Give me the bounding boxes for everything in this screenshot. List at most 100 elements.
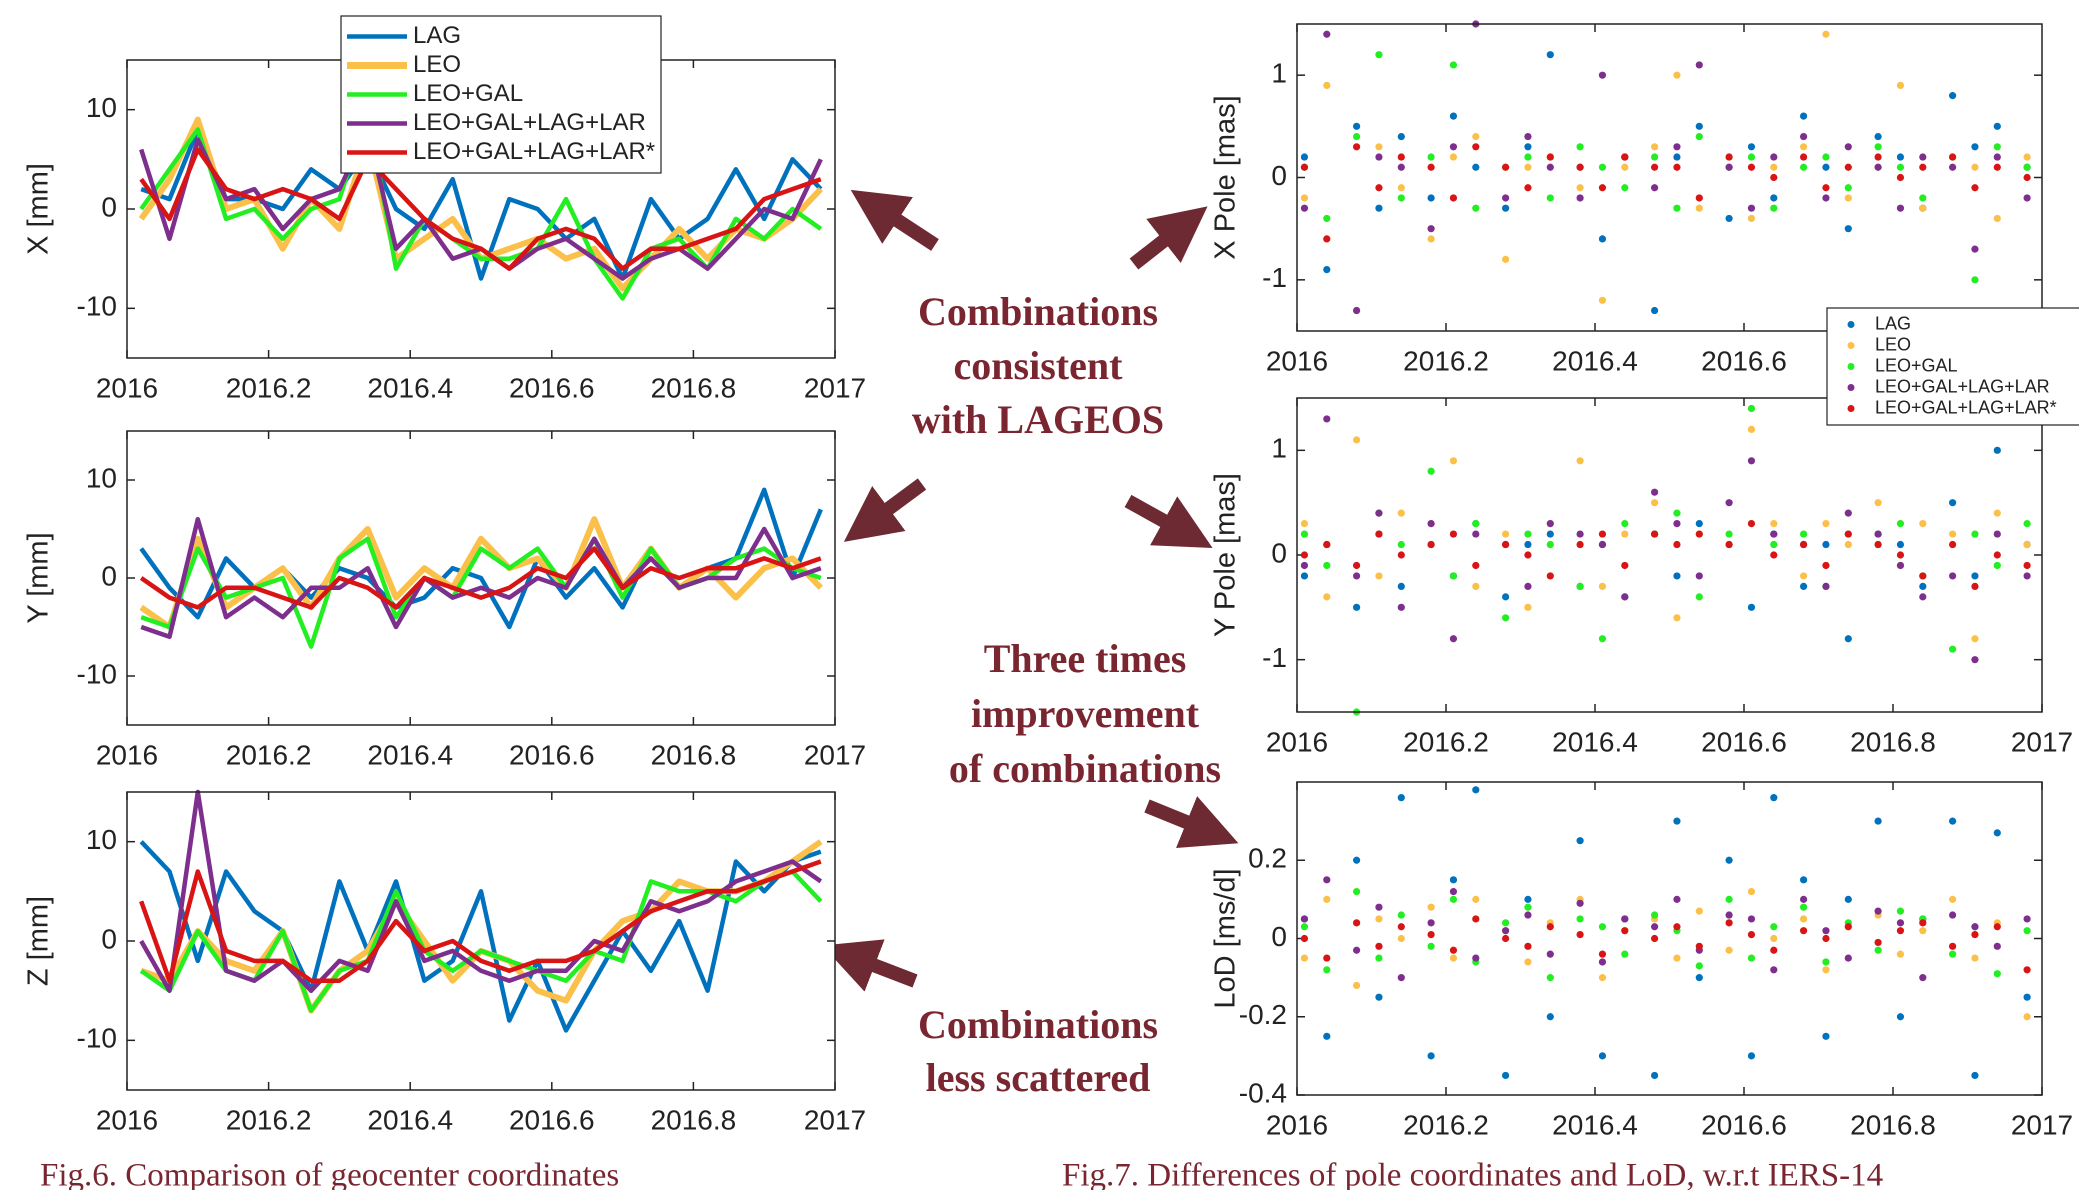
point bbox=[1971, 530, 1979, 538]
x-tick-label: 2016.4 bbox=[367, 372, 453, 403]
x-tick-label: 2016.2 bbox=[1403, 726, 1489, 757]
point bbox=[1576, 540, 1584, 549]
series-line bbox=[139, 147, 822, 271]
point bbox=[1800, 540, 1808, 549]
point bbox=[1949, 92, 1957, 100]
point bbox=[1800, 112, 1808, 120]
point bbox=[1971, 930, 1979, 939]
point bbox=[1397, 509, 1405, 517]
chart: -1 0 1 2016 2016.2 2016.4 2016.6 X Pole [mas] bbox=[1210, 20, 2043, 376]
point bbox=[1427, 919, 1435, 927]
point bbox=[1323, 81, 1331, 89]
point bbox=[1397, 551, 1405, 559]
point bbox=[1770, 173, 1778, 182]
x-tick-label: 2016.2 bbox=[1403, 345, 1489, 376]
point bbox=[1397, 153, 1405, 161]
point bbox=[1427, 930, 1435, 939]
point bbox=[1300, 204, 1309, 212]
point bbox=[1725, 946, 1733, 954]
y-tick-label: -1 bbox=[1262, 262, 1287, 293]
point bbox=[1896, 950, 1905, 958]
point bbox=[1747, 204, 1756, 212]
point bbox=[1576, 184, 1584, 192]
point bbox=[1300, 520, 1309, 528]
point bbox=[1874, 540, 1882, 549]
point bbox=[1844, 143, 1852, 151]
point bbox=[1502, 593, 1510, 601]
legend-label: LEO+GAL+LAG+LAR* bbox=[1875, 397, 2057, 417]
legend-label: LEO+GAL+LAG+LAR bbox=[413, 109, 646, 136]
annotation: Combinations bbox=[918, 289, 1158, 334]
x-tick-label: 2016 bbox=[96, 1104, 158, 1135]
point bbox=[1971, 163, 1979, 171]
plot-area bbox=[1297, 398, 2042, 712]
annotation: Combinations bbox=[918, 1002, 1158, 1047]
point bbox=[1576, 163, 1584, 171]
point bbox=[1546, 572, 1554, 580]
point bbox=[1874, 817, 1882, 825]
point bbox=[1725, 895, 1733, 903]
point bbox=[1822, 30, 1830, 38]
point bbox=[1919, 927, 1927, 935]
point bbox=[1949, 163, 1957, 171]
point bbox=[1993, 530, 2001, 538]
point bbox=[1971, 954, 1979, 962]
point bbox=[1323, 235, 1331, 243]
point bbox=[1993, 509, 2001, 517]
point bbox=[1353, 143, 1361, 151]
point bbox=[1673, 895, 1681, 903]
point bbox=[1747, 457, 1756, 465]
point bbox=[1300, 954, 1309, 962]
y-tick-label: 0 bbox=[1271, 537, 1287, 568]
point bbox=[1993, 923, 2001, 931]
point bbox=[2023, 163, 2031, 171]
point bbox=[1576, 837, 1584, 845]
point bbox=[1725, 153, 1733, 161]
y-axis-label: LoD [ms/d] bbox=[1210, 868, 1242, 1008]
point bbox=[1919, 163, 1927, 171]
point bbox=[1598, 296, 1607, 304]
point bbox=[1971, 184, 1979, 192]
point bbox=[1770, 194, 1778, 202]
point bbox=[1576, 143, 1584, 151]
point bbox=[1621, 915, 1629, 923]
point bbox=[1621, 950, 1629, 958]
point bbox=[2023, 173, 2031, 182]
legend: LAGLEOLEO+GALLEO+GAL+LAG+LARLEO+GAL+LAG+… bbox=[1826, 307, 2079, 426]
point bbox=[1673, 204, 1681, 212]
point bbox=[1353, 603, 1361, 611]
point bbox=[1695, 593, 1703, 601]
point bbox=[2023, 194, 2031, 202]
point bbox=[1323, 966, 1331, 974]
x-tick-label: 2016.2 bbox=[226, 372, 312, 403]
point bbox=[1770, 946, 1778, 954]
point bbox=[1576, 457, 1584, 465]
legend-label: LEO+GAL+LAG+LAR* bbox=[413, 138, 655, 165]
x-tick-label: 2016.8 bbox=[651, 1104, 737, 1135]
point bbox=[1427, 903, 1435, 911]
point bbox=[1747, 214, 1756, 223]
point bbox=[1502, 1071, 1510, 1080]
point bbox=[1822, 966, 1830, 974]
y-axis-label: Y [mm] bbox=[23, 532, 55, 623]
point bbox=[1800, 153, 1808, 161]
point bbox=[1919, 204, 1927, 212]
point bbox=[1502, 530, 1510, 538]
point bbox=[1896, 520, 1905, 528]
point bbox=[1449, 946, 1458, 954]
point bbox=[1524, 551, 1532, 559]
point bbox=[1621, 593, 1629, 601]
point bbox=[1896, 81, 1905, 89]
point bbox=[1546, 530, 1554, 538]
point bbox=[1949, 911, 1957, 919]
point bbox=[1449, 876, 1458, 884]
point bbox=[1598, 163, 1607, 171]
point bbox=[1971, 1071, 1979, 1080]
point bbox=[1874, 143, 1882, 151]
point bbox=[1770, 520, 1778, 528]
point bbox=[1598, 540, 1607, 549]
point bbox=[1971, 582, 1979, 591]
point bbox=[1502, 919, 1510, 927]
point bbox=[1949, 950, 1957, 958]
